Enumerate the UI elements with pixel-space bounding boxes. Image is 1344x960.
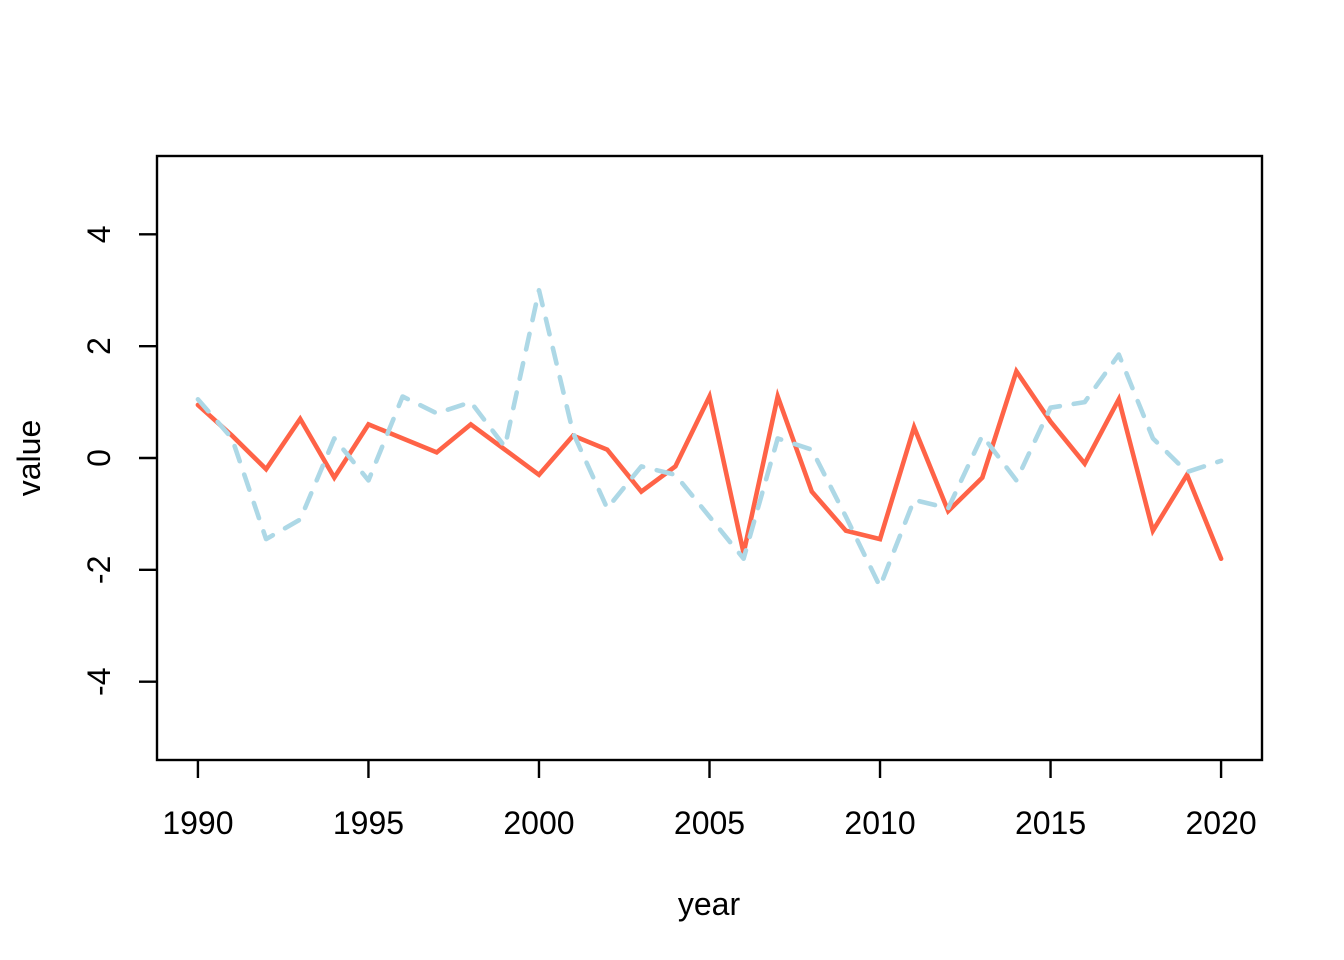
x-tick-label: 1995: [333, 805, 404, 841]
x-axis-title: year: [678, 886, 741, 922]
series-group: [195, 287, 1224, 589]
x-tick-label: 1990: [162, 805, 233, 841]
x-tick-label: 2010: [844, 805, 915, 841]
y-tick-label: -4: [81, 667, 117, 695]
y-tick-label: 2: [81, 337, 117, 355]
lightblue-dashed-series-line: [195, 287, 1224, 589]
x-tick-label: 2020: [1185, 805, 1256, 841]
y-tick-label: 0: [81, 449, 117, 467]
red-solid-series-line: [195, 366, 1224, 562]
y-axis: -4 -2 0 2 4: [81, 225, 157, 696]
x-tick-label: 2005: [674, 805, 745, 841]
y-axis-title: value: [11, 420, 47, 497]
x-tick-label: 2015: [1015, 805, 1086, 841]
y-tick-label: 4: [81, 225, 117, 243]
x-tick-label: 2000: [503, 805, 574, 841]
x-axis: 1990 1995 2000 2005 2010 2015 2020: [162, 760, 1257, 841]
y-tick-label: -2: [81, 556, 117, 584]
